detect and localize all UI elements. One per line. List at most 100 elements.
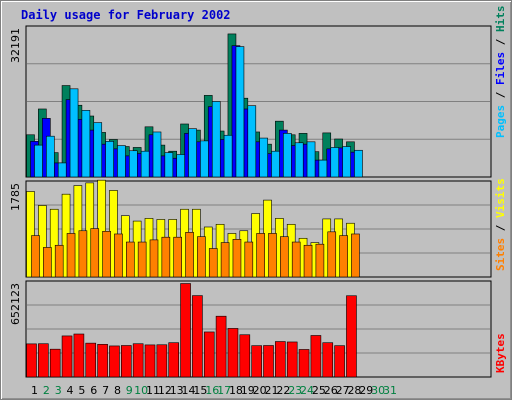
x-tick-day-28: 28: [347, 384, 361, 397]
top-series-label-part-3: /: [494, 32, 507, 52]
bottom-bar-kbytes-day-19: [239, 334, 251, 378]
x-tick-day-27: 27: [336, 384, 350, 397]
bottom-bar-kbytes-day-21: [263, 345, 274, 378]
top-series-label: Pages / Files / Hits: [494, 6, 507, 139]
x-tick-day-4: 4: [67, 384, 74, 397]
top-bar-pages-day-8: [117, 145, 126, 178]
bottom-bar-kbytes-day-22: [275, 341, 286, 378]
middle-bar-sites-day-13: [173, 236, 182, 278]
top-bar-pages-day-6: [93, 122, 103, 178]
bottom-bar-kbytes-day-15: [192, 295, 203, 378]
x-tick-day-17: 17: [217, 384, 231, 397]
x-tick-day-23: 23: [288, 384, 302, 397]
x-tick-day-30: 30: [371, 384, 385, 397]
x-tick-day-31: 31: [383, 384, 397, 397]
x-tick-day-26: 26: [324, 384, 338, 397]
bottom-bar-kbytes-day-23: [286, 341, 298, 378]
top-bar-pages-day-23: [294, 142, 304, 178]
top-ymax-label: 32191: [9, 28, 22, 63]
middle-bar-sites-day-4: [66, 233, 76, 278]
middle-bar-visits-day-1: [26, 191, 35, 278]
bottom-bar-kbytes-day-11: [144, 344, 156, 378]
bottom-bar-kbytes-day-2: [38, 343, 49, 378]
middle-bar-sites-day-5: [78, 230, 88, 278]
x-tick-day-8: 8: [114, 384, 121, 397]
middle-bar-sites-day-6: [90, 228, 100, 278]
middle-bar-sites-day-16: [208, 248, 218, 278]
middle-bar-sites-day-23: [291, 241, 301, 278]
bottom-ymax-label: 652123: [9, 283, 22, 325]
x-tick-day-25: 25: [312, 384, 326, 397]
bottom-bar-kbytes-day-9: [121, 345, 132, 378]
top-bar-pages-day-13: [176, 154, 185, 178]
top-bar-pages-day-21: [271, 150, 280, 178]
bottom-bar-kbytes-day-16: [203, 331, 215, 378]
bottom-bar-kbytes-day-1: [26, 343, 37, 378]
middle-bar-sites-day-17: [220, 242, 230, 278]
bottom-bar-kbytes-day-4: [61, 335, 73, 378]
middle-bar-sites-day-20: [256, 233, 265, 278]
top-bar-pages-day-12: [164, 152, 174, 178]
middle-bar-sites-day-21: [268, 233, 277, 278]
top-bar-pages-day-24: [306, 141, 316, 178]
top-bar-pages-day-28: [354, 149, 363, 178]
middle-bar-sites-day-7: [102, 230, 111, 278]
top-bar-pages-day-27: [342, 146, 351, 178]
x-tick-day-5: 5: [78, 384, 85, 397]
bottom-bar-kbytes-day-27: [334, 345, 345, 378]
middle-bar-sites-day-24: [303, 244, 313, 278]
x-tick-day-2: 2: [43, 384, 50, 397]
top-bar-pages-day-2: [46, 135, 55, 178]
top-bar-pages-day-5: [81, 110, 91, 178]
x-tick-day-11: 11: [146, 384, 160, 397]
bottom-bar-kbytes-day-5: [73, 333, 85, 378]
top-bar-pages-day-25: [318, 159, 328, 178]
bottom-bar-kbytes-day-3: [49, 348, 61, 378]
bottom-bar-kbytes-day-7: [97, 344, 108, 378]
middle-series-label-part-1: /: [494, 218, 507, 238]
bottom-bar-kbytes-day-14: [180, 283, 191, 378]
x-tick-day-6: 6: [90, 384, 97, 397]
x-tick-day-12: 12: [158, 384, 172, 397]
x-tick-day-18: 18: [229, 384, 243, 397]
middle-bar-sites-day-1: [31, 235, 40, 278]
bottom-bar-kbytes-day-26: [322, 342, 334, 378]
bottom-bar-kbytes-day-24: [298, 349, 310, 378]
middle-bar-visits-day-3: [49, 208, 59, 278]
middle-bar-sites-day-3: [54, 244, 64, 278]
top-bar-pages-day-7: [105, 141, 114, 178]
middle-bar-sites-day-11: [149, 239, 159, 278]
top-series-label-part-2: Files: [494, 52, 507, 85]
middle-bar-sites-day-27: [339, 235, 348, 278]
x-tick-day-16: 16: [205, 384, 219, 397]
top-bar-pages-day-26: [330, 147, 340, 178]
middle-bar-sites-day-10: [137, 241, 147, 278]
middle-bar-sites-day-15: [197, 236, 206, 278]
top-bar-pages-day-15: [200, 140, 209, 178]
x-tick-day-3: 3: [55, 384, 62, 397]
top-series-label-part-4: Hits: [494, 6, 507, 33]
bottom-bar-kbytes-day-25: [310, 335, 322, 378]
top-series-label-part-0: Pages: [494, 105, 507, 138]
x-tick-day-14: 14: [182, 384, 196, 397]
bottom-bar-kbytes-day-18: [227, 328, 239, 378]
bottom-bar-kbytes-day-10: [132, 343, 144, 378]
top-bar-pages-day-20: [259, 137, 268, 178]
middle-bar-sites-day-18: [232, 239, 242, 278]
bottom-bar-kbytes-day-8: [109, 345, 120, 378]
top-bar-pages-day-3: [57, 162, 67, 178]
bottom-bar-kbytes-day-12: [156, 344, 168, 378]
middle-bar-sites-day-2: [43, 247, 52, 278]
top-series-label-part-1: /: [494, 85, 507, 105]
top-bar-pages-day-16: [211, 101, 221, 178]
top-bar-pages-day-4: [69, 88, 79, 178]
bottom-bar-kbytes-day-20: [251, 345, 262, 378]
top-bar-pages-day-19: [247, 105, 257, 178]
top-bar-pages-day-10: [140, 150, 150, 178]
x-tick-day-13: 13: [170, 384, 184, 397]
middle-bar-sites-day-22: [280, 236, 289, 278]
middle-bar-sites-day-8: [114, 233, 123, 278]
middle-bar-sites-day-14: [185, 232, 194, 278]
